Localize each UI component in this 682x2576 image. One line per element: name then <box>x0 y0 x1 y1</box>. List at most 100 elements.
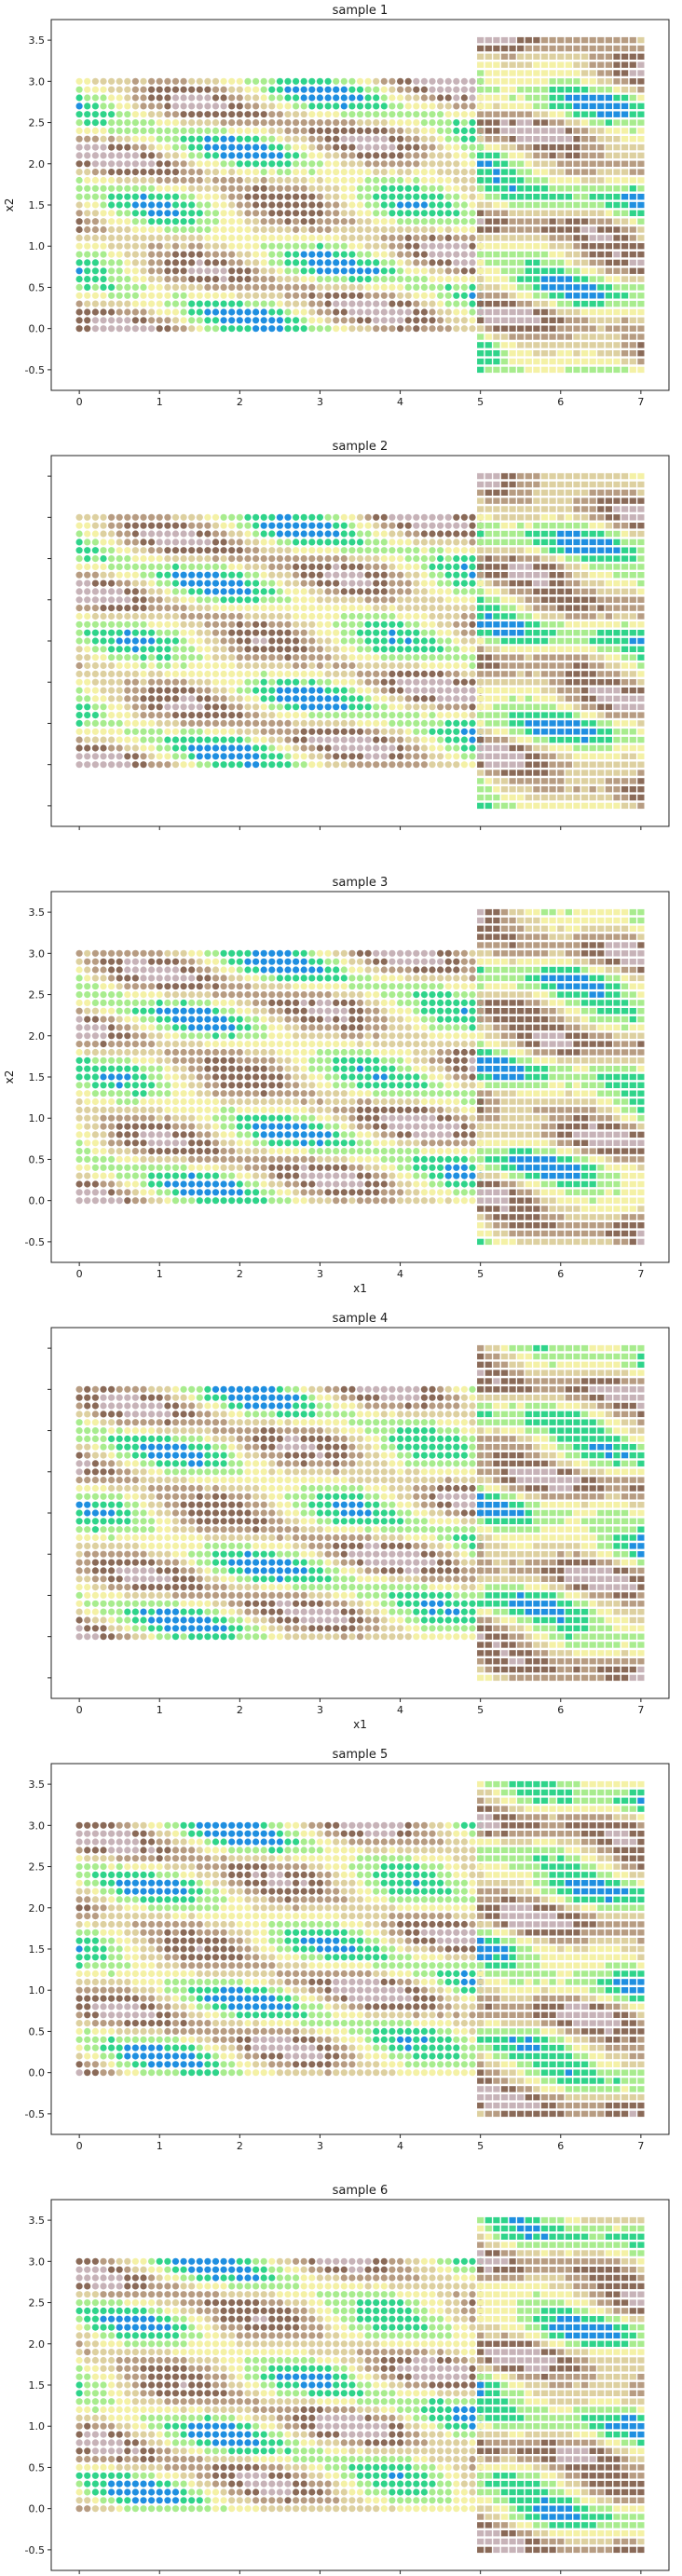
data-point <box>324 513 332 521</box>
grid-point <box>621 218 629 225</box>
x-tick-label: 3 <box>317 396 323 408</box>
data-point <box>284 160 292 168</box>
grid-point <box>573 538 580 546</box>
grid-point <box>549 547 556 553</box>
grid-point <box>573 53 580 60</box>
subplot-title: sample 1 <box>333 4 389 18</box>
grid-point <box>549 744 556 752</box>
data-point <box>404 127 412 134</box>
data-point <box>84 637 91 645</box>
data-point <box>108 522 116 529</box>
data-point <box>340 300 348 307</box>
grid-point <box>484 251 492 258</box>
data-point <box>164 160 171 168</box>
grid-point <box>493 538 500 546</box>
data-point <box>244 193 252 200</box>
data-point <box>211 596 220 604</box>
data-point <box>156 143 163 151</box>
data-point <box>220 184 227 192</box>
data-point <box>373 283 380 291</box>
data-point <box>373 753 380 760</box>
grid-point <box>565 555 572 562</box>
grid-point <box>525 308 532 316</box>
data-point <box>444 193 452 200</box>
grid-point <box>637 334 645 340</box>
grid-point <box>509 523 516 529</box>
data-point <box>91 579 99 587</box>
grid-point <box>533 497 540 504</box>
data-point <box>444 242 452 250</box>
data-point <box>364 654 372 661</box>
data-point <box>373 184 380 192</box>
data-point <box>316 201 323 209</box>
grid-point <box>533 579 540 587</box>
data-point <box>100 703 107 711</box>
grid-point <box>493 45 500 52</box>
data-point <box>293 135 300 143</box>
grid-point <box>589 720 596 727</box>
grid-point <box>621 761 629 768</box>
data-point <box>444 111 452 118</box>
data-point <box>211 127 220 134</box>
grid-point <box>477 185 484 192</box>
data-point <box>131 687 139 694</box>
grid-point <box>565 802 572 810</box>
grid-point <box>525 646 532 652</box>
grid-point <box>597 143 605 151</box>
data-point <box>180 687 187 694</box>
grid-point <box>549 621 556 628</box>
grid-point <box>613 695 621 702</box>
grid-point <box>549 267 556 274</box>
grid-point <box>477 267 484 274</box>
grid-point <box>637 128 645 134</box>
data-point <box>404 719 412 728</box>
grid-point <box>597 317 605 323</box>
data-point <box>244 530 252 538</box>
grid-point <box>557 160 565 167</box>
data-point <box>228 169 236 176</box>
data-point <box>308 193 316 200</box>
data-point <box>333 761 340 769</box>
grid-point <box>500 70 509 76</box>
grid-point <box>540 259 549 266</box>
grid-point <box>573 564 580 570</box>
grid-point <box>629 226 636 233</box>
grid-point <box>509 143 516 151</box>
data-point <box>469 596 476 604</box>
data-point <box>156 176 163 184</box>
grid-point <box>540 177 549 184</box>
data-point <box>84 300 91 307</box>
data-point <box>340 728 348 735</box>
grid-point <box>509 259 516 266</box>
grid-point <box>573 293 580 299</box>
data-point <box>356 127 364 134</box>
data-point <box>196 77 203 85</box>
grid-point <box>621 786 629 793</box>
data-point <box>196 225 203 234</box>
data-point <box>284 225 292 234</box>
data-point <box>293 143 300 151</box>
data-point <box>469 234 476 241</box>
data-point <box>356 210 364 217</box>
data-point <box>364 530 372 538</box>
data-point <box>308 184 316 192</box>
data-point <box>196 596 203 604</box>
data-point <box>389 654 396 661</box>
data-point <box>148 678 156 686</box>
data-point <box>308 637 316 645</box>
data-point <box>453 661 460 670</box>
data-point <box>380 538 388 546</box>
data-point <box>124 225 131 234</box>
grid-point <box>484 350 492 357</box>
grid-point <box>613 605 621 611</box>
grid-point <box>573 802 580 810</box>
data-point <box>340 276 348 283</box>
data-point <box>244 612 252 620</box>
data-point <box>324 637 332 645</box>
data-point <box>244 251 252 258</box>
data-point <box>469 276 476 283</box>
grid-point <box>589 350 596 357</box>
data-point <box>276 300 283 307</box>
data-point <box>116 620 123 628</box>
data-point <box>404 563 412 571</box>
